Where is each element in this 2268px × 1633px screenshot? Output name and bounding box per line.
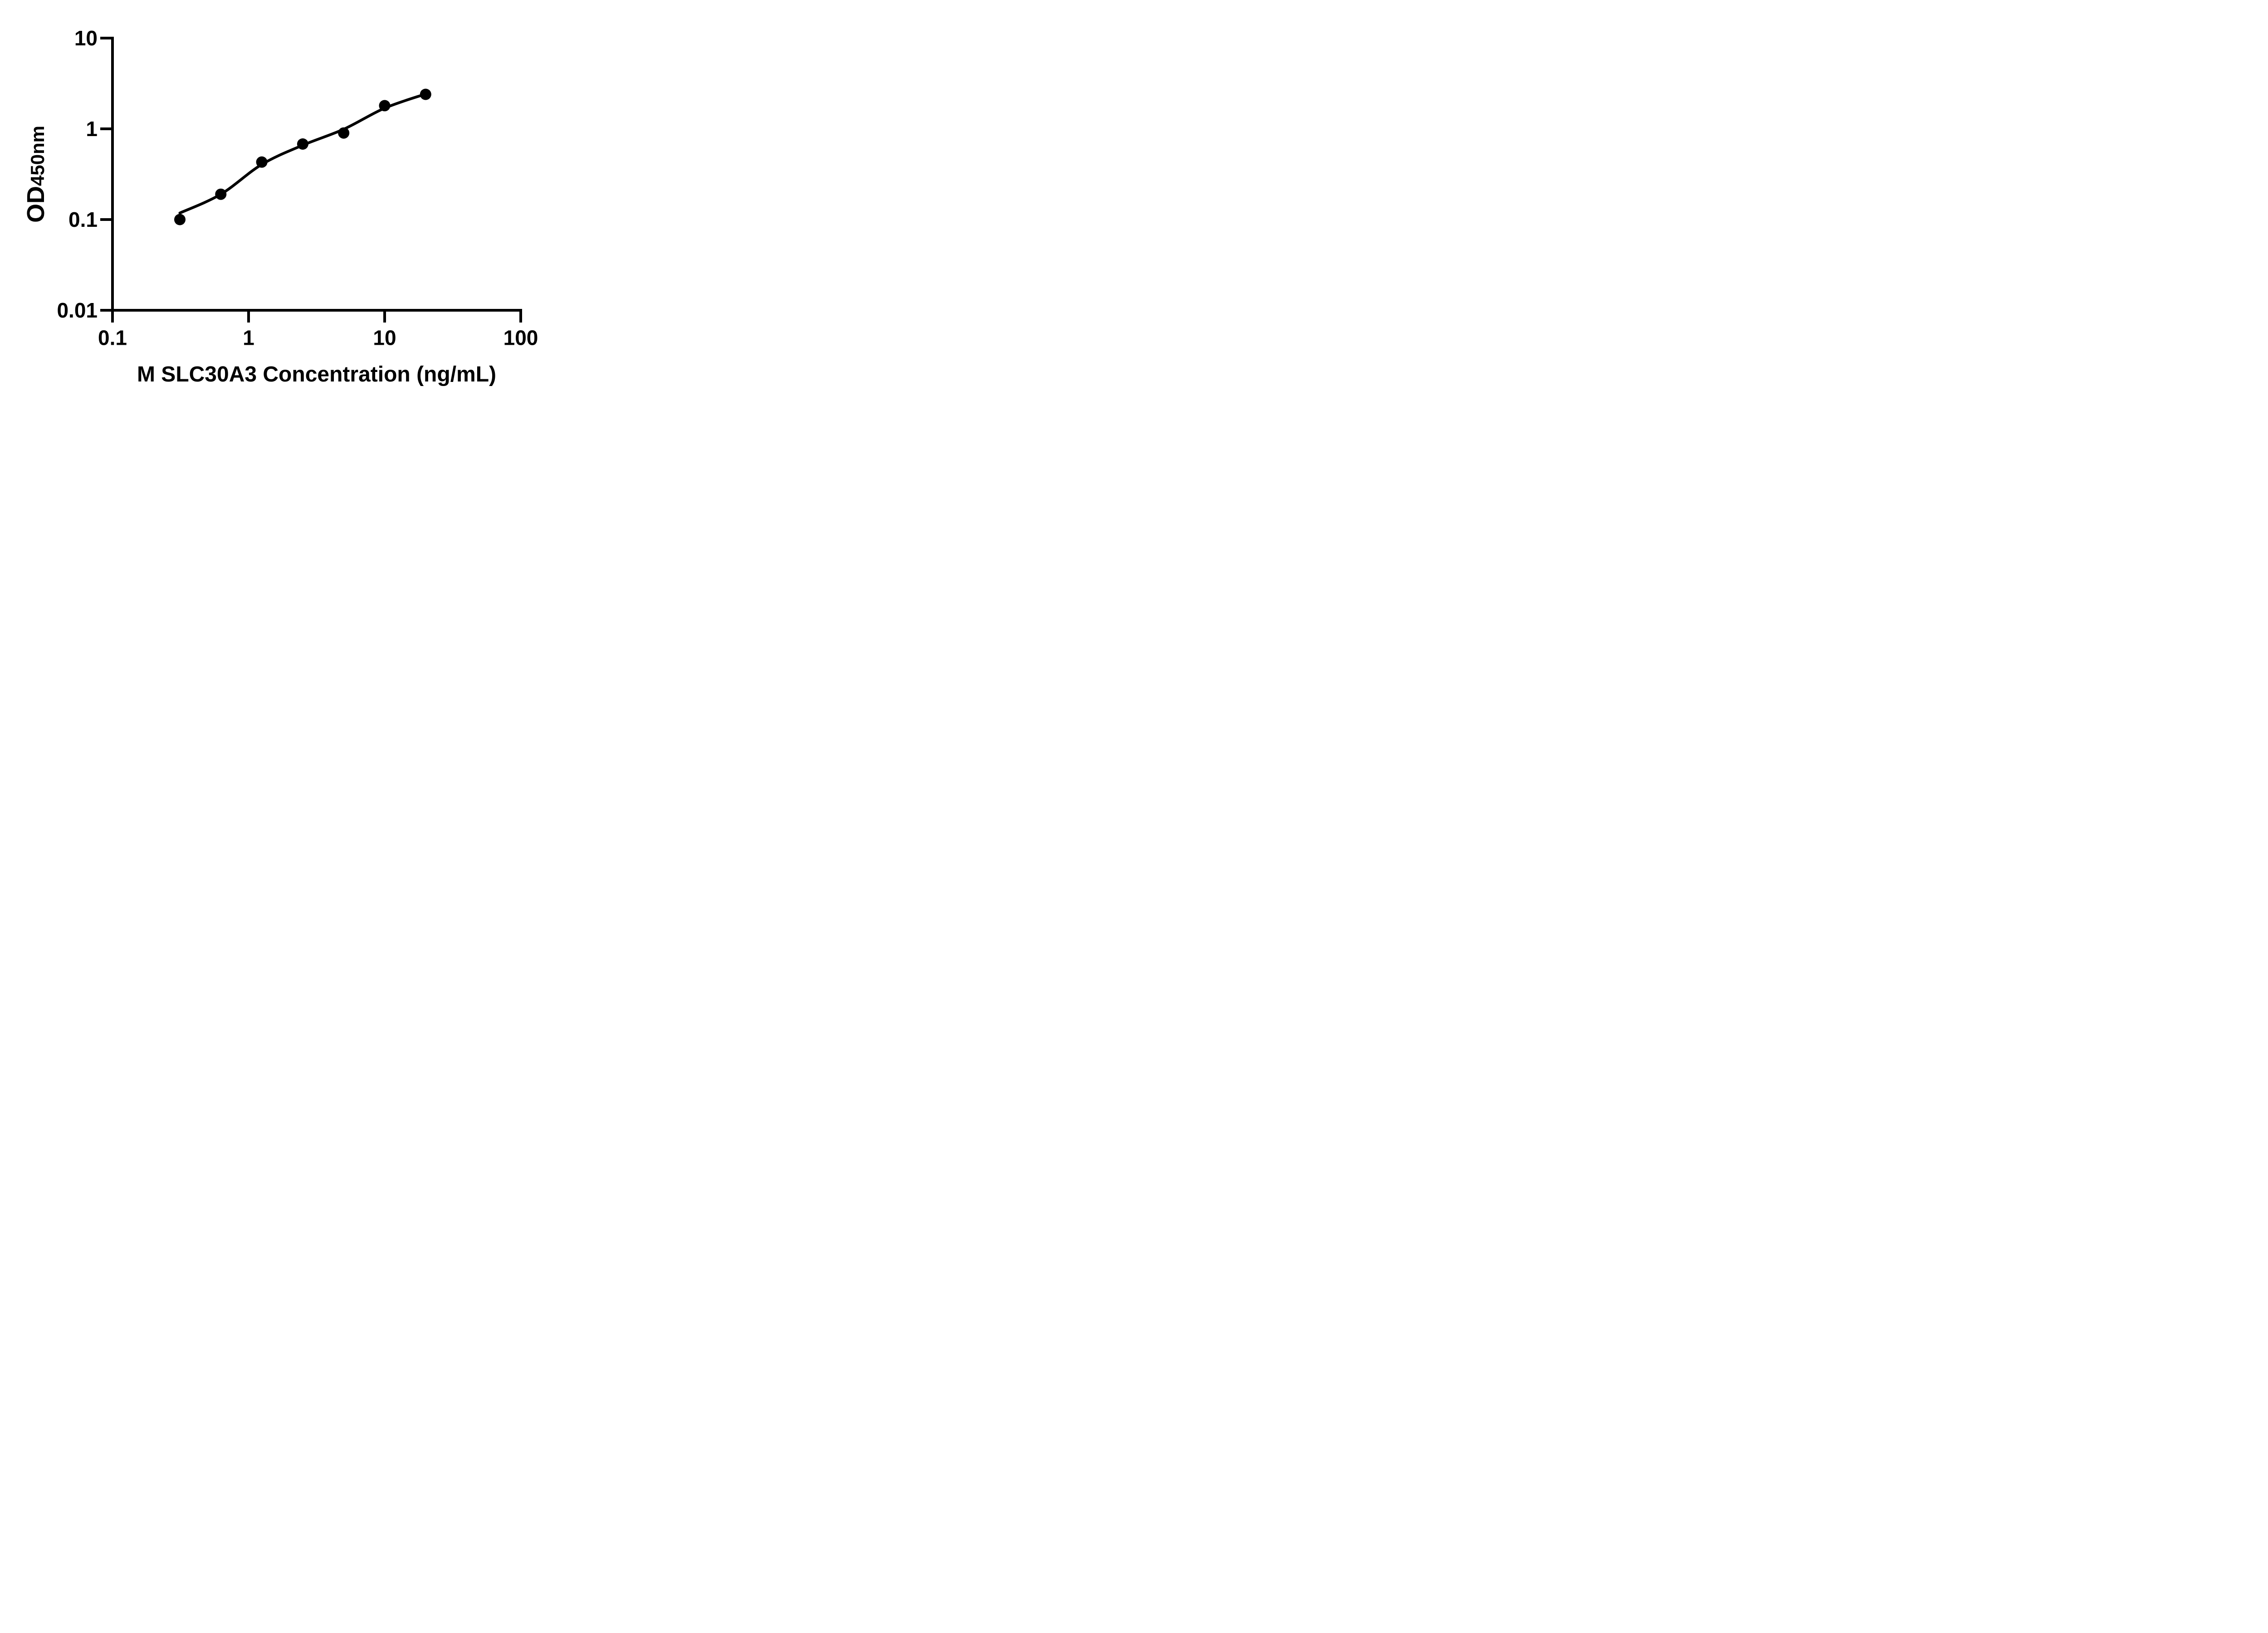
data-point [256, 156, 268, 168]
y-tick-label: 10 [74, 26, 98, 50]
y-tick-label: 0.01 [57, 298, 98, 322]
data-point [215, 188, 227, 200]
y-axis-title: OD450nm [22, 126, 49, 223]
data-point [338, 127, 350, 139]
tick-layer [100, 37, 522, 323]
y-axis-title-base: OD [22, 186, 49, 223]
data-point [420, 88, 431, 100]
x-tick-label: 100 [503, 326, 538, 350]
x-tick-label: 10 [373, 326, 396, 350]
x-tick-label: 0.1 [98, 326, 127, 350]
x-axis-title: M SLC30A3 Concentration (ng/mL) [137, 362, 496, 386]
data-point [297, 138, 308, 150]
y-tick-label: 0.1 [68, 208, 98, 231]
y-axis-title-subscript: 450nm [27, 126, 48, 186]
elisa-standard-curve-figure: 10 1 0.1 0.01 0.1 1 10 100 M SLC30A3 Concentrat… [0, 0, 583, 408]
x-tick-label: 1 [243, 326, 254, 350]
data-point [174, 214, 186, 225]
data-point [379, 100, 391, 112]
y-tick-label: 1 [86, 117, 98, 141]
series-layer [174, 88, 431, 225]
axes-layer [111, 37, 522, 312]
